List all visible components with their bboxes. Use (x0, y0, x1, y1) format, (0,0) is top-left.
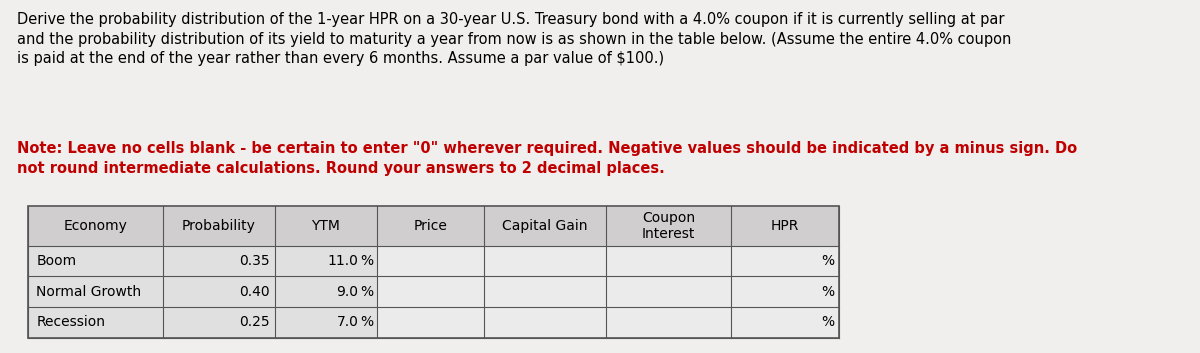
Text: %: % (821, 285, 834, 299)
Bar (606, 276, 732, 307)
Bar (606, 307, 732, 337)
Bar (377, 276, 485, 307)
Bar (732, 246, 839, 276)
Bar (485, 246, 606, 276)
Text: HPR: HPR (770, 219, 799, 233)
Text: %: % (821, 315, 834, 329)
Text: Derive the probability distribution of the 1-year HPR on a 30-year U.S. Treasury: Derive the probability distribution of t… (17, 12, 1012, 66)
Bar (377, 246, 485, 276)
Bar (732, 307, 839, 337)
Text: %: % (360, 254, 373, 268)
Text: %: % (821, 254, 834, 268)
Text: 11.0: 11.0 (328, 254, 359, 268)
Text: 0.40: 0.40 (239, 285, 270, 299)
Bar (28, 276, 839, 307)
Text: Recession: Recession (36, 315, 106, 329)
Text: %: % (360, 315, 373, 329)
Text: 0.35: 0.35 (239, 254, 270, 268)
Bar (28, 307, 839, 337)
Text: Price: Price (414, 219, 448, 233)
Text: Economy: Economy (64, 219, 127, 233)
Bar (485, 307, 606, 337)
Text: 9.0: 9.0 (336, 285, 359, 299)
Bar (28, 246, 839, 276)
Text: 7.0: 7.0 (336, 315, 359, 329)
Bar (485, 276, 606, 307)
Text: Note: Leave no cells blank - be certain to enter "0" wherever required. Negative: Note: Leave no cells blank - be certain … (17, 142, 1078, 176)
Bar (377, 307, 485, 337)
Text: 0.25: 0.25 (239, 315, 270, 329)
Text: Capital Gain: Capital Gain (503, 219, 588, 233)
Text: Normal Growth: Normal Growth (36, 285, 142, 299)
Bar (732, 276, 839, 307)
Bar (606, 246, 732, 276)
Text: YTM: YTM (312, 219, 341, 233)
Text: Probability: Probability (182, 219, 256, 233)
Text: Boom: Boom (36, 254, 77, 268)
Text: %: % (360, 285, 373, 299)
Text: Coupon
Interest: Coupon Interest (642, 211, 695, 241)
